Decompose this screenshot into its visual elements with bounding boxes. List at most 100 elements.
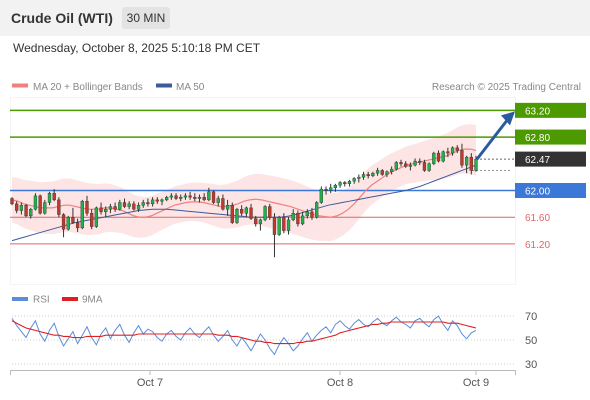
price-label-61-20: 61.20 xyxy=(525,240,550,251)
candle-body xyxy=(80,200,84,229)
candle-body xyxy=(29,208,33,217)
time-axis: Oct 7 Oct 8 Oct 9 xyxy=(10,370,516,389)
candle-body xyxy=(305,211,309,217)
rsi-legend-swatch xyxy=(12,297,28,301)
time-tick-label: Oct 7 xyxy=(137,377,163,389)
candle-body xyxy=(446,151,450,154)
candle-body xyxy=(146,202,150,205)
candle-body xyxy=(38,195,42,214)
candle-body xyxy=(57,199,61,215)
ma9-legend-label: 9MA xyxy=(82,295,103,306)
timeframe-button[interactable]: 30 MIN xyxy=(122,7,170,29)
candle-body xyxy=(66,217,70,230)
candle-body xyxy=(230,204,234,223)
candle-body xyxy=(314,202,319,218)
candle-body xyxy=(366,174,370,177)
candle-body xyxy=(347,180,352,185)
candle-body xyxy=(71,217,75,223)
price-tag-62-00 xyxy=(515,183,586,198)
candle-body xyxy=(94,207,99,227)
chart-timestamp: Wednesday, October 8, 2025 5:10:18 PM CE… xyxy=(13,41,261,55)
candle-body xyxy=(193,196,197,199)
candle-body xyxy=(460,150,464,166)
rsi-line xyxy=(11,315,477,356)
candle-body xyxy=(450,147,455,154)
rsi-legend-label: RSI xyxy=(33,295,50,306)
candles-layer xyxy=(10,143,478,258)
candle-body xyxy=(268,206,272,218)
candle-body xyxy=(10,198,14,205)
rsi-tick-30: 30 xyxy=(525,359,537,371)
rsi-ma-line xyxy=(11,320,477,345)
price-tag-63-20 xyxy=(515,102,586,118)
candle-body xyxy=(319,188,323,203)
candle-body xyxy=(291,213,295,221)
bollinger-band-layer xyxy=(12,124,476,241)
forecast-arrow-shaft xyxy=(475,119,509,161)
candle-body xyxy=(394,162,398,170)
candle-body xyxy=(469,156,473,171)
candle-body xyxy=(249,207,253,219)
price-tag-62-47 xyxy=(515,151,586,167)
candle-body xyxy=(43,202,47,214)
candle-body xyxy=(19,204,24,211)
candle-body xyxy=(174,195,178,199)
candle-body xyxy=(441,151,445,162)
rsi-tick-70: 70 xyxy=(525,311,537,323)
candle-body xyxy=(197,196,202,199)
ma9-legend-swatch xyxy=(62,297,78,301)
candle-body xyxy=(99,207,103,213)
candle-body xyxy=(385,171,389,175)
forecast-arrow-head xyxy=(501,111,515,126)
candle-body xyxy=(165,196,169,201)
credit-label: Research © 2025 Trading Central xyxy=(432,82,581,93)
candle-body xyxy=(47,192,52,203)
candle-body xyxy=(132,203,136,210)
candle-body xyxy=(127,203,131,207)
time-tick-label: Oct 8 xyxy=(327,377,353,389)
candle-body xyxy=(235,208,239,223)
moving-averages-layer xyxy=(11,148,477,242)
level-labels-layer: 63.20 62.80 62.47 62.00 61.60 61.20 xyxy=(515,102,586,251)
candle-body xyxy=(211,191,216,203)
price-label-61-60: 61.60 xyxy=(525,213,550,224)
price-tag-62-80 xyxy=(515,129,586,145)
candle-body xyxy=(33,195,38,210)
candle-body xyxy=(90,213,94,227)
candle-body xyxy=(404,163,408,167)
candle-body xyxy=(371,172,375,177)
ma50-line xyxy=(11,164,477,242)
candle-body xyxy=(352,178,356,182)
candle-body xyxy=(282,217,286,231)
candle-body xyxy=(432,152,436,164)
candle-body xyxy=(296,213,300,225)
candle-body xyxy=(422,162,427,171)
candle-body xyxy=(361,174,366,178)
candle-body xyxy=(244,207,248,214)
ma20-legend-label: MA 20 + Bollinger Bands xyxy=(33,82,143,93)
rsi-tick-50: 50 xyxy=(525,335,537,347)
candle-body xyxy=(179,196,183,199)
candle-body xyxy=(108,206,113,210)
price-label-63-20: 63.20 xyxy=(525,106,550,117)
candle-body xyxy=(136,204,141,210)
candle-body xyxy=(225,204,230,210)
candle-body xyxy=(15,203,19,211)
candle-body xyxy=(333,184,338,189)
rsi-panel: 70 50 30 xyxy=(11,311,537,371)
candle-body xyxy=(380,170,384,175)
candle-body xyxy=(240,208,244,214)
candle-body xyxy=(427,163,431,171)
candle-body xyxy=(75,222,80,229)
candle-body xyxy=(202,196,206,201)
candle-body xyxy=(188,195,192,198)
candle-body xyxy=(277,217,281,235)
price-label-62-00: 62.00 xyxy=(525,187,550,198)
candle-body xyxy=(324,188,328,191)
candle-body xyxy=(455,147,459,151)
candle-body xyxy=(216,198,220,203)
candle-body xyxy=(221,198,225,210)
candle-body xyxy=(61,214,66,230)
candle-body xyxy=(169,195,174,198)
